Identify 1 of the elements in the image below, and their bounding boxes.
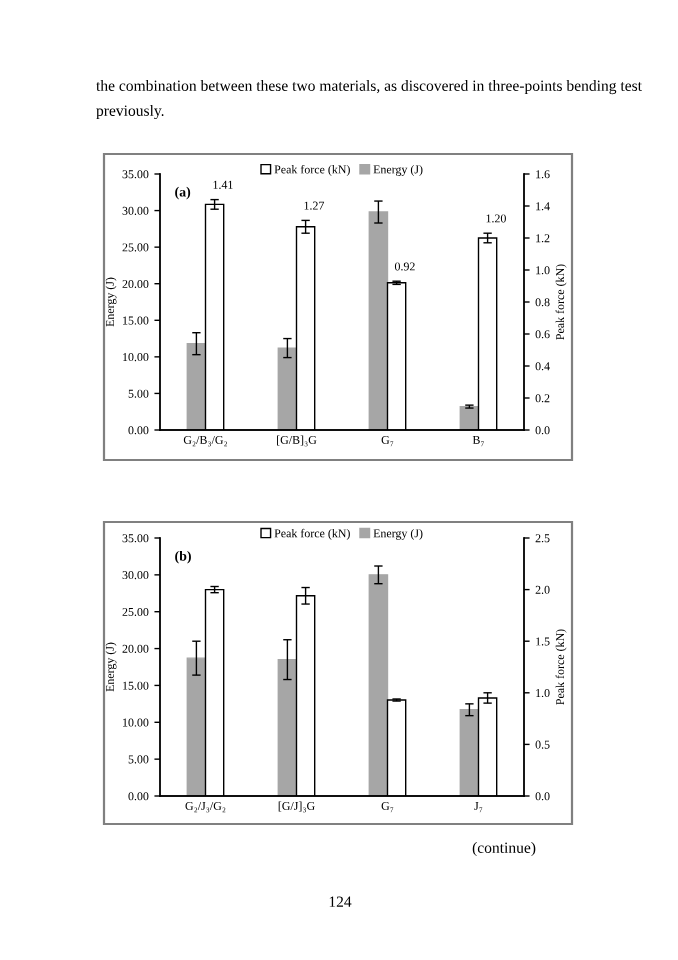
bar <box>368 574 389 796</box>
